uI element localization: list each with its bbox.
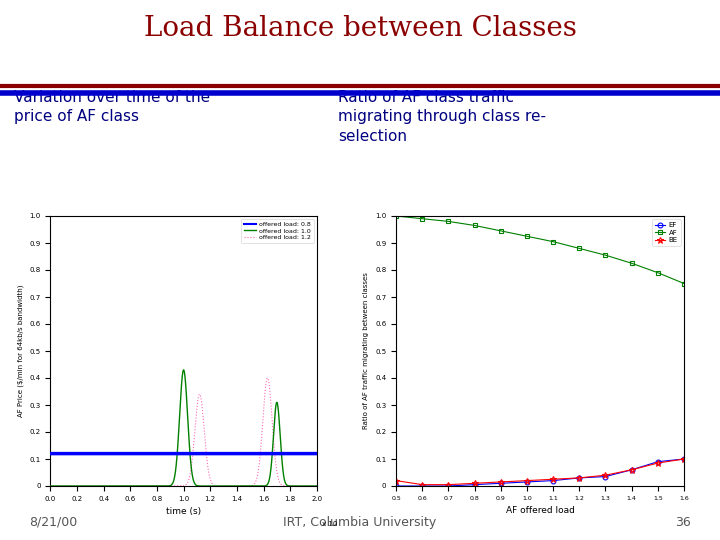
X-axis label: time (s): time (s): [166, 507, 201, 516]
Legend: EF, AF, BE: EF, AF, BE: [652, 219, 680, 246]
Text: 8/21/00: 8/21/00: [29, 516, 77, 529]
Text: Load Balance between Classes: Load Balance between Classes: [143, 15, 577, 42]
Legend: offered load: 0.8, offered load: 1.0, offered load: 1.2: offered load: 0.8, offered load: 1.0, of…: [241, 219, 314, 243]
Text: x 10: x 10: [322, 521, 338, 527]
Text: 36: 36: [675, 516, 691, 529]
Text: Variation over time of the
price of AF class: Variation over time of the price of AF c…: [14, 90, 210, 124]
Text: Ratio of AF class traffic
migrating through class re-
selection: Ratio of AF class traffic migrating thro…: [338, 90, 546, 144]
Y-axis label: AF Price ($/min for 64kb/s bandwidth): AF Price ($/min for 64kb/s bandwidth): [17, 285, 24, 417]
Y-axis label: Ratio of AF traffic migrating between classes: Ratio of AF traffic migrating between cl…: [364, 273, 369, 429]
Text: IRT, Columbia University: IRT, Columbia University: [284, 516, 436, 529]
X-axis label: AF offered load: AF offered load: [505, 507, 575, 515]
